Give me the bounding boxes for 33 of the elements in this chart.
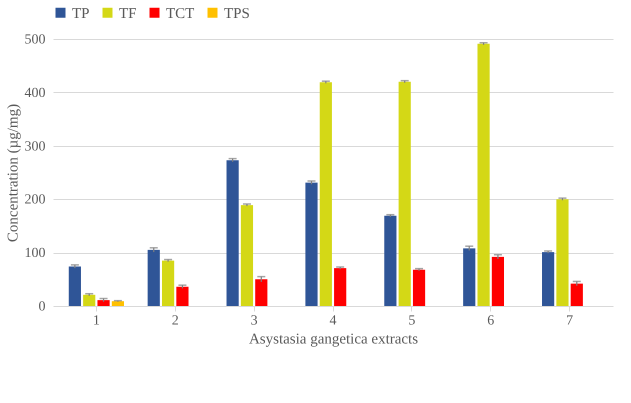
legend-label: TP [72,6,90,22]
bar [240,205,254,306]
x-tick-label: 7 [566,314,574,328]
bar [542,252,554,306]
bar [255,279,268,306]
y-tick-label: 100 [24,246,46,262]
x-tick-label: 4 [330,314,336,328]
legend-label: TCT [166,6,194,22]
bar [556,199,569,306]
x-tick-label: 5 [408,314,416,328]
x-tick-label: 1 [92,314,100,328]
bar [112,301,124,306]
x-tick-label: 6 [487,314,494,328]
x-axis-title: Asystasia gangetica extracts [248,332,418,348]
y-tick-label: 400 [24,86,46,101]
y-tick-label: 500 [24,32,46,48]
y-axis-title: Concentration (µg/mg) [6,104,22,242]
y-tick-label: 0 [38,300,46,314]
x-tick-label: 3 [250,314,258,328]
y-tick-label: 300 [24,139,46,154]
bar [398,82,411,306]
y-tick-label: 200 [24,192,46,208]
legend-label: TPS [224,6,250,22]
bar [412,270,426,306]
bar [83,294,96,306]
bar [334,268,346,306]
bar [492,256,504,306]
bar [477,44,490,306]
x-tick-label: 2 [172,314,179,328]
bar [384,216,396,306]
bar [320,82,332,306]
bar [162,260,174,306]
legend-label: TF [119,6,137,22]
